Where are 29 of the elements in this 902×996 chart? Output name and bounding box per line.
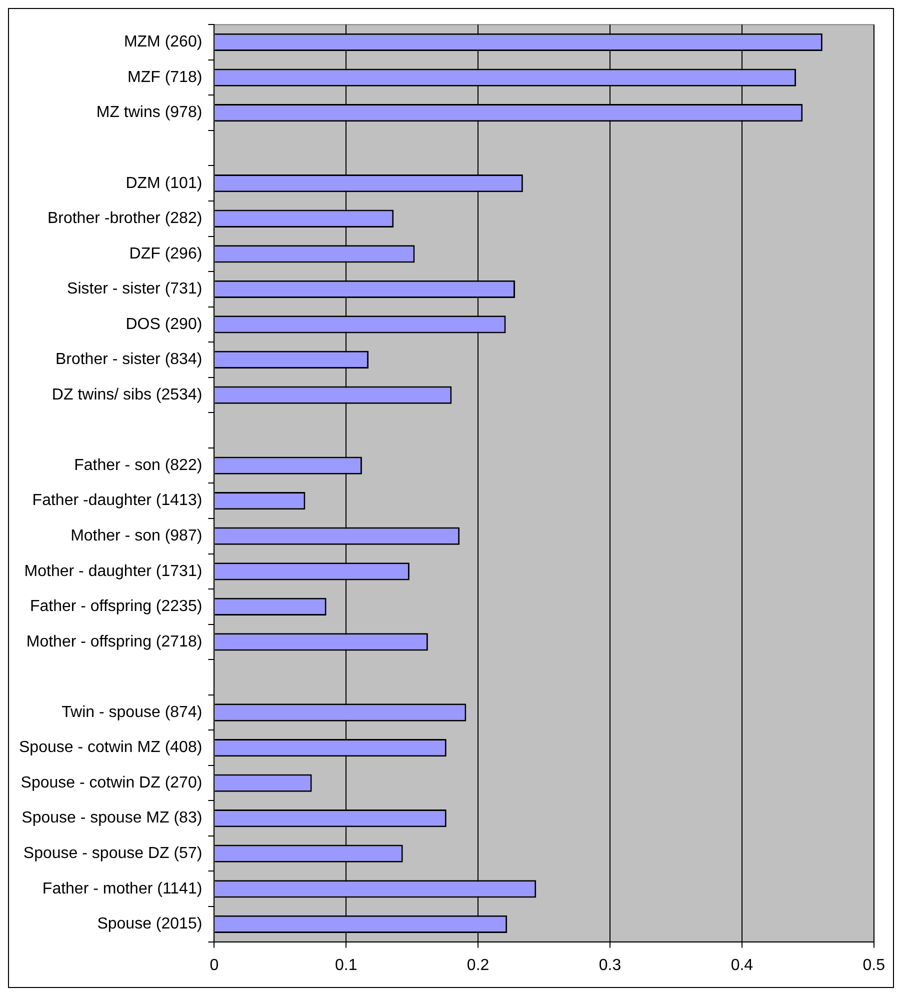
y-tick-label: Father - mother (1141): [42, 880, 202, 898]
y-tick-label: Spouse - cotwin DZ (270): [20, 774, 202, 792]
y-tick-label: Father -daughter (1413): [32, 492, 202, 510]
y-tick-label: DOS (290): [126, 316, 202, 333]
x-tick-label: 0: [210, 956, 219, 974]
y-tick-label: Spouse - spouse MZ (83): [22, 810, 202, 827]
y-tick-label: Sister - sister (731): [67, 280, 202, 298]
y-tick-label: MZM (260): [124, 34, 202, 51]
x-tick-label: 0.2: [466, 956, 490, 974]
x-tick-label: 0.3: [598, 956, 622, 974]
x-tick-label: 0.5: [862, 956, 886, 974]
y-tick-label: DZ twins/ sibs (2534): [52, 386, 202, 404]
x-tick-label: 0.1: [334, 956, 358, 974]
y-tick-label: Mother - son (987): [70, 528, 202, 545]
y-tick-label: Twin - spouse (874): [62, 704, 202, 721]
y-tick-label: Mother - offspring (2718): [26, 633, 202, 650]
y-tick-label: Brother - sister (834): [55, 351, 202, 368]
x-tick-label: 0.4: [730, 956, 754, 974]
y-tick-label: DZM (101): [126, 174, 202, 192]
y-tick-label: Spouse - spouse DZ (57): [23, 845, 202, 862]
y-tick-label: MZ twins (978): [96, 104, 202, 122]
y-tick-label: MZF (718): [128, 68, 202, 86]
y-tick-label: DZF (296): [129, 245, 202, 262]
y-tick-label: Father - son (822): [74, 456, 202, 474]
y-tick-label: Spouse - cotwin MZ (408): [18, 739, 202, 756]
y-tick-label: Spouse (2015): [97, 916, 202, 933]
y-tick-label: Father - offspring (2235): [30, 598, 202, 616]
y-tick-label: Brother -brother (282): [47, 210, 202, 228]
y-tick-label: Mother - daughter (1731): [24, 562, 202, 580]
